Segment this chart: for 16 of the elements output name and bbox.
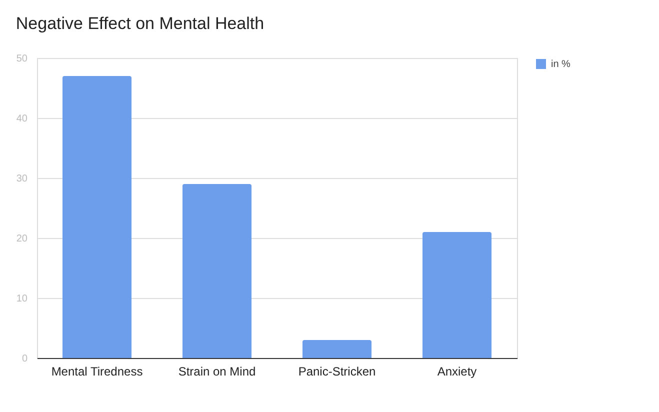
bar	[302, 340, 372, 358]
x-tick-label: Panic-Stricken	[298, 364, 376, 378]
y-tick-label: 0	[22, 354, 28, 364]
x-tick-label: Anxiety	[437, 364, 477, 378]
y-tick-label: 20	[16, 234, 28, 244]
bar	[62, 76, 132, 358]
y-tick-label: 10	[16, 294, 28, 304]
y-tick-label: 30	[16, 174, 28, 184]
bar	[182, 184, 252, 358]
y-tick-label: 40	[16, 114, 28, 124]
legend-label: in %	[551, 59, 571, 70]
x-tick-label: Mental Tiredness	[51, 364, 143, 378]
y-tick-label: 50	[16, 54, 28, 64]
bar	[422, 232, 492, 358]
x-tick-label: Strain on Mind	[178, 364, 256, 378]
chart-title: Negative Effect on Mental Health	[16, 14, 264, 33]
